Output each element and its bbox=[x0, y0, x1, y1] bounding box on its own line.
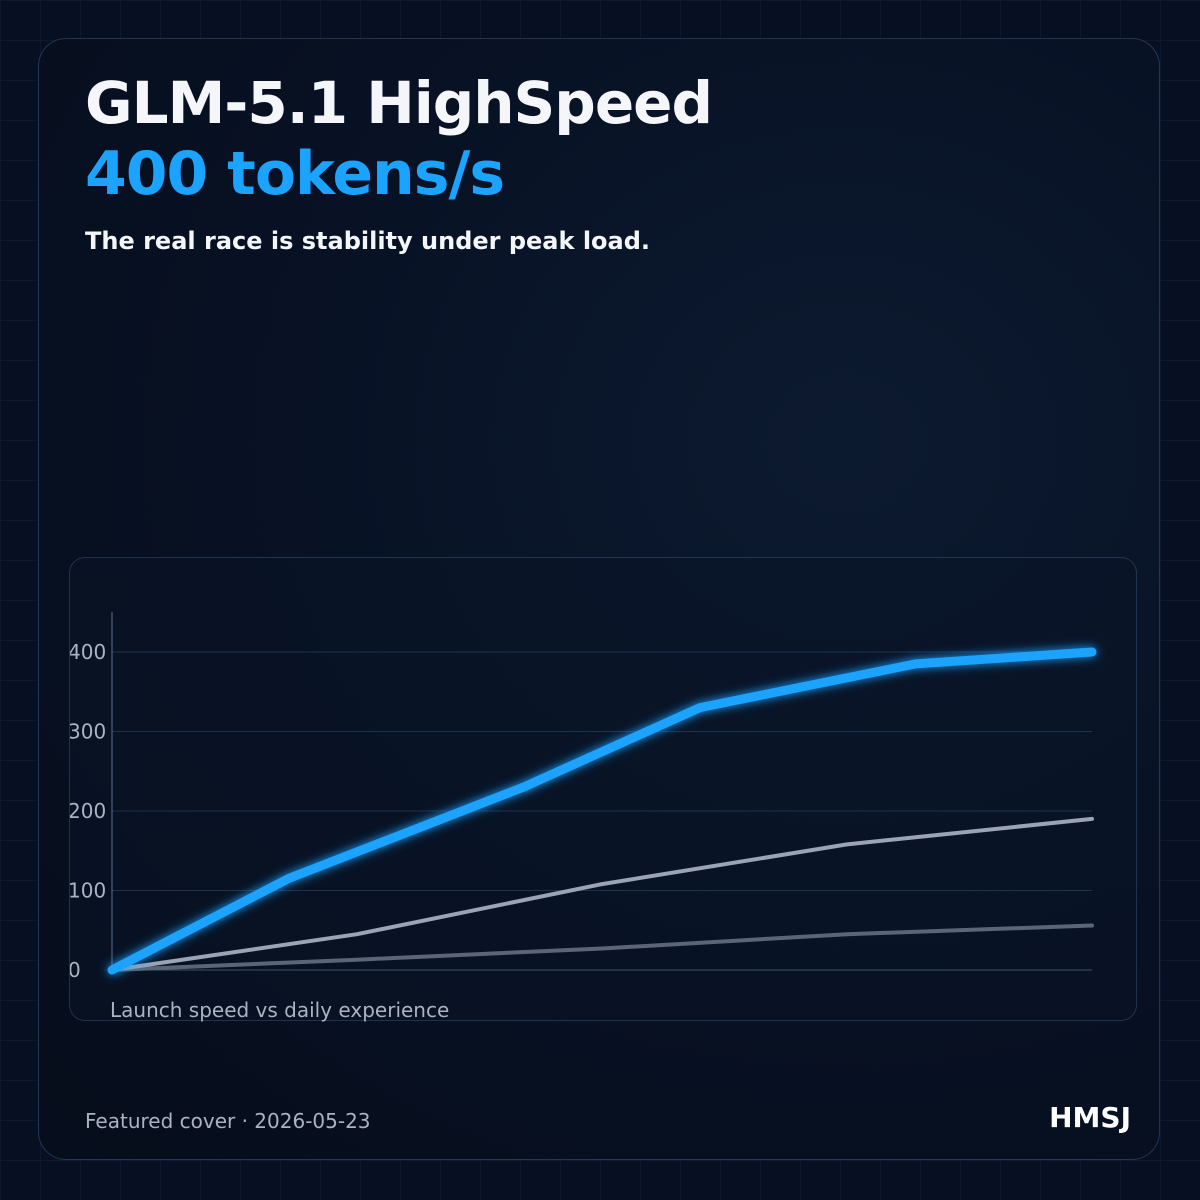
chart-caption: Launch speed vs daily experience bbox=[110, 998, 450, 1022]
y-tick-label-200: 200 bbox=[70, 799, 106, 823]
y-tick-label-300: 300 bbox=[70, 720, 106, 744]
headline-speed: 400 tokens/s bbox=[85, 139, 505, 209]
y-tick-label-400: 400 bbox=[70, 640, 106, 664]
tagline: The real race is stability under peak lo… bbox=[85, 227, 651, 255]
series-line-2 bbox=[110, 816, 1094, 972]
cover-card: GLM-5.1 HighSpeed 400 tokens/s The real … bbox=[38, 38, 1160, 1160]
chart-panel: 0 100 200 300 400 Launch speed vs daily expe… bbox=[69, 557, 1137, 1022]
brand-logo: HMSJ bbox=[1049, 1101, 1131, 1134]
line-chart: 0 100 200 300 400 bbox=[70, 612, 1097, 982]
y-tick-label-100: 100 bbox=[70, 879, 106, 903]
series-line-3 bbox=[110, 923, 1094, 972]
footer-meta: Featured cover · 2026-05-23 bbox=[85, 1109, 371, 1133]
page-title: GLM-5.1 HighSpeed bbox=[85, 69, 713, 137]
series-line-1 bbox=[107, 647, 1097, 975]
y-tick-label-0: 0 bbox=[70, 958, 81, 982]
